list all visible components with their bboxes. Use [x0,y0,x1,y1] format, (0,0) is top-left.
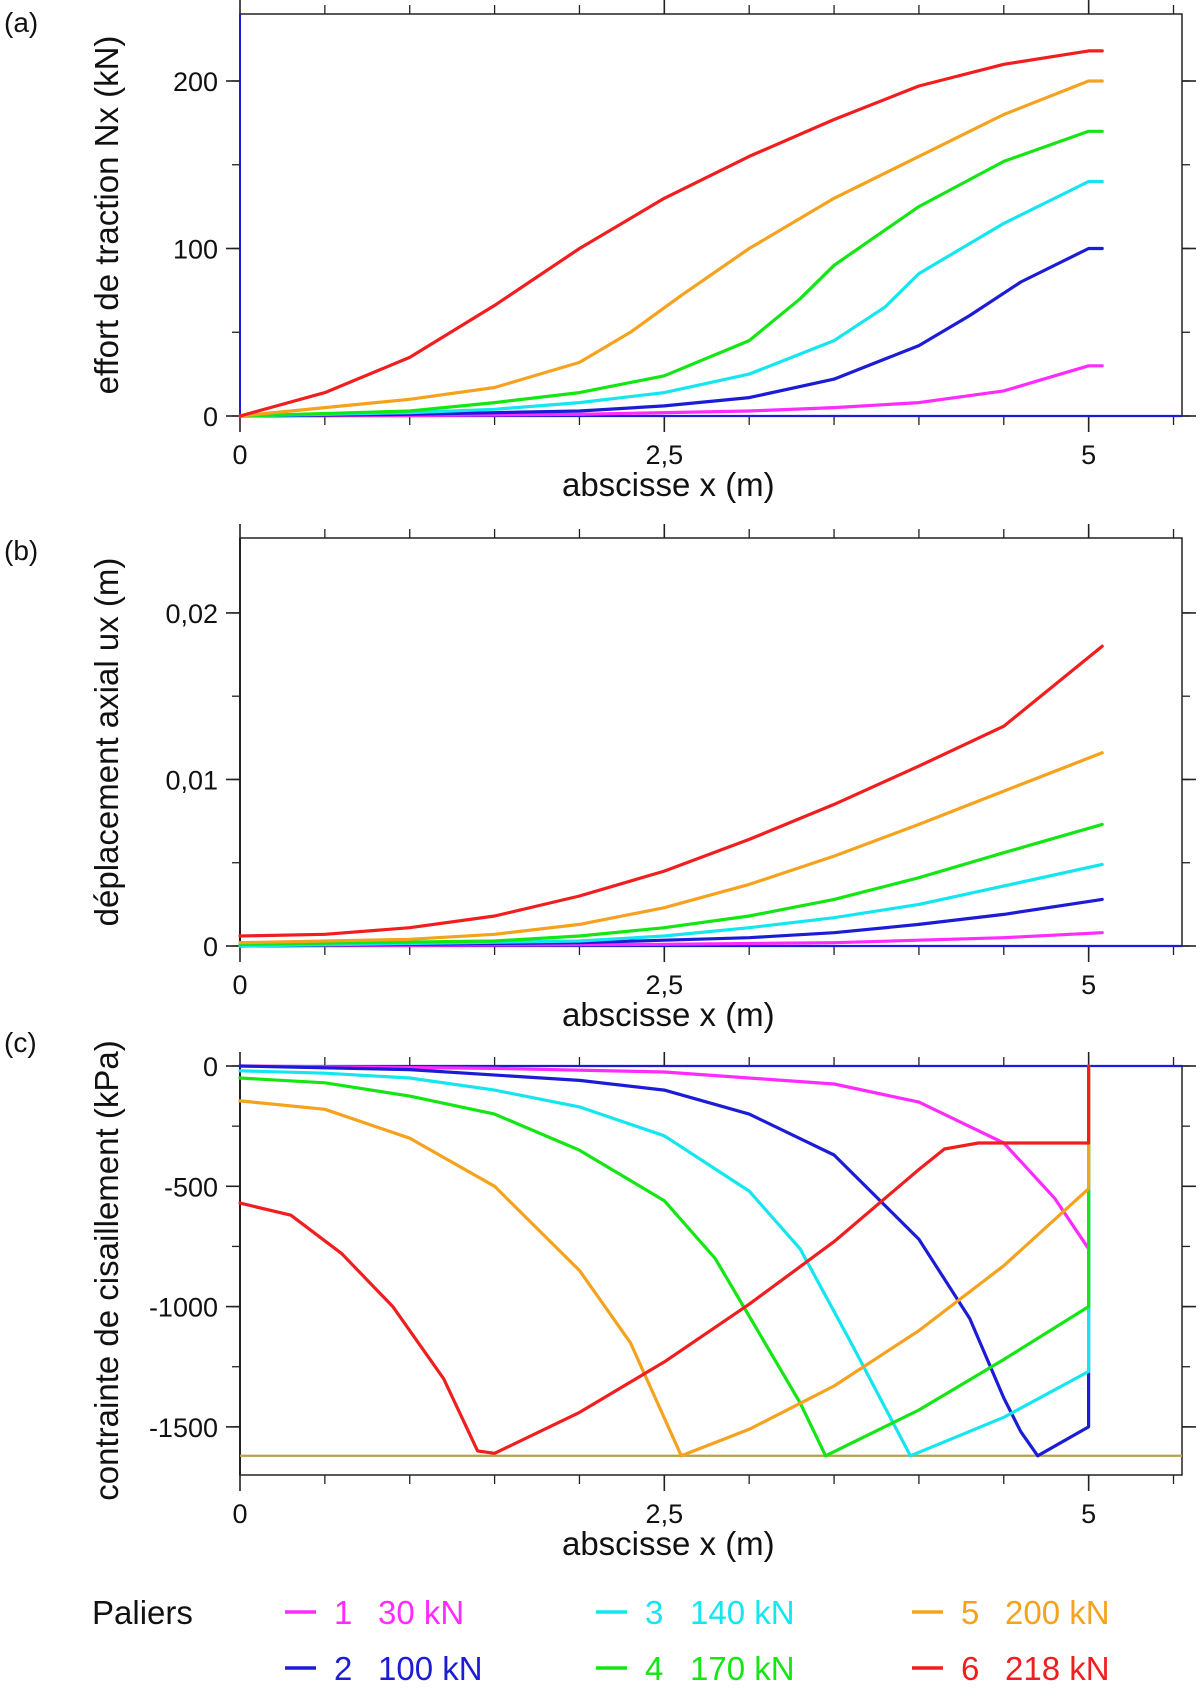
y-tick-label: 0 [203,402,218,432]
x-tick-label: 2,5 [646,970,684,1000]
y-tick-label: 200 [173,67,218,97]
series-line-4 [238,129,1104,418]
y-axis-title: effort de traction Nx (kN) [88,36,125,395]
series-line-5 [238,751,1104,945]
legend-load-2: 100 kN [378,1650,483,1687]
x-tick-label: 5 [1081,1499,1096,1529]
series-line-6 [238,644,1104,938]
series-line-6 [238,49,1104,418]
legend-title: Paliers [92,1594,193,1631]
x-tick-label: 5 [1081,440,1096,470]
panel-a: 0 2,5 5 0 100 200 abscisse x (m) effort de trac… [88,0,1196,503]
y-tick-label: -500 [164,1172,218,1202]
legend-load-3: 140 kN [690,1594,795,1631]
panel-tag-c: (c) [4,1027,37,1058]
legend-load-5: 200 kN [1005,1594,1110,1631]
y-tick-label: 0,01 [165,765,218,795]
legend-number-6: 6 [961,1650,979,1687]
x-axis-title: abscisse x (m) [562,996,775,1033]
legend-load-6: 218 kN [1005,1650,1110,1687]
panel-c: 0 2,5 5 0 -500 -1000 -1500 abscisse x (m) contra… [88,1040,1196,1562]
series-line-3 [238,1064,1091,1458]
x-tick-label: 0 [232,440,247,470]
y-axis-title: déplacement axial ux (m) [88,558,125,927]
legend-entry-6: 6 218 kN [912,1650,1110,1687]
legend-load-4: 170 kN [690,1650,795,1687]
series-line-2 [238,1064,1091,1458]
legend-number-2: 2 [334,1650,352,1687]
series-line-3 [238,862,1104,948]
panel-b: 0 2,5 5 0 0,01 0,02 abscisse x (m) déplacement … [88,524,1196,1033]
y-tick-label: 0 [203,932,218,962]
legend: Paliers 1 30 kN 2 100 kN 3 140 kN 4 170 … [92,1594,1110,1687]
x-tick-label: 2,5 [646,1499,684,1529]
panel-tag-a: (a) [4,7,38,38]
legend-entry-2: 2 100 kN [285,1650,483,1687]
x-tick-label: 5 [1081,970,1096,1000]
panel-tag-b: (b) [4,535,38,566]
series-line-1 [238,364,1104,418]
legend-entry-3: 3 140 kN [596,1594,795,1631]
x-axis-title: abscisse x (m) [562,1525,775,1562]
y-tick-label: 0,02 [165,599,218,629]
series-line-5 [238,1064,1091,1458]
series-line-4 [238,822,1104,946]
series-line-1 [238,931,1104,948]
x-tick-label: 2,5 [646,440,684,470]
legend-number-5: 5 [961,1594,979,1631]
legend-entry-5: 5 200 kN [912,1594,1110,1631]
x-axis-title: abscisse x (m) [562,466,775,503]
legend-entry-1: 1 30 kN [285,1594,464,1631]
legend-load-1: 30 kN [378,1594,464,1631]
series-line-2 [238,246,1104,418]
legend-entry-4: 4 170 kN [596,1650,795,1687]
x-tick-label: 0 [232,1499,247,1529]
y-tick-label: -1000 [149,1293,218,1323]
series-line-4 [238,1064,1091,1458]
y-tick-label: 100 [173,235,218,265]
legend-number-3: 3 [645,1594,663,1631]
x-tick-label: 0 [232,970,247,1000]
y-tick-label: 0 [203,1052,218,1082]
y-axis-title: contrainte de cisaillement (kPa) [88,1040,125,1500]
series-line-5 [238,79,1104,418]
series-line-6 [238,1064,1091,1455]
series-line-2 [238,897,1104,948]
series-line-3 [238,179,1104,418]
legend-number-1: 1 [334,1594,352,1631]
legend-number-4: 4 [645,1650,663,1687]
y-tick-label: -1500 [149,1413,218,1443]
series-line-1 [238,1064,1091,1251]
